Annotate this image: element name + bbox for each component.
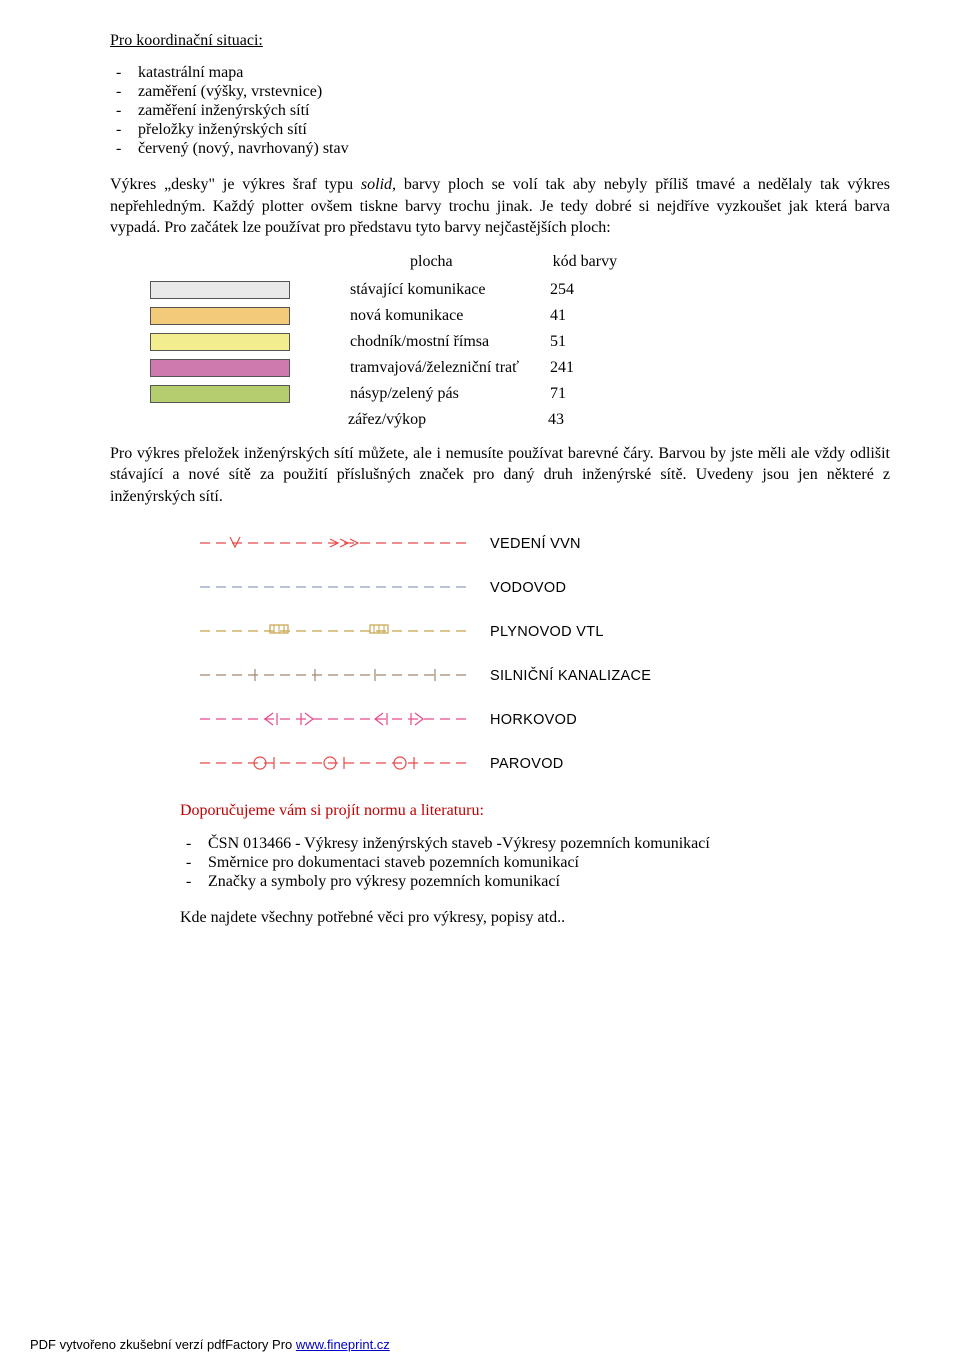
network-legend-row: VODOVOD: [200, 572, 760, 604]
color-swatch: [150, 359, 290, 377]
list-item: Směrnice pro dokumentaci staveb pozemníc…: [208, 854, 890, 872]
list-item: zaměření (výšky, vrstevnice): [138, 83, 890, 101]
color-table-row: nová komunikace41: [150, 307, 890, 325]
header-kod: kód barvy: [553, 253, 617, 271]
network-legend-row: VEDENÍ VVN: [200, 528, 760, 560]
header-plocha: plocha: [410, 253, 453, 271]
network-legend-row: PLYNOVOD VTL: [200, 616, 760, 648]
color-code: 43: [548, 411, 588, 429]
color-table-row: zářez/výkop43: [150, 411, 890, 429]
list-item: ČSN 013466 - Výkresy inženýrských staveb…: [208, 835, 890, 853]
network-symbol: [200, 707, 490, 733]
color-swatch: [150, 333, 290, 351]
list-item: Značky a symboly pro výkresy pozemních k…: [208, 873, 890, 891]
network-label: SILNIČNÍ KANALIZACE: [490, 668, 651, 684]
section-heading: Pro koordinační situaci:: [110, 32, 890, 50]
color-code: 71: [550, 385, 590, 403]
network-label: VEDENÍ VVN: [490, 536, 581, 552]
color-code: 241: [550, 359, 590, 377]
color-label: tramvajová/železniční trať: [350, 359, 550, 377]
color-table-row: chodník/mostní římsa51: [150, 333, 890, 351]
color-code: 51: [550, 333, 590, 351]
network-label: VODOVOD: [490, 580, 566, 596]
color-swatch: [150, 307, 290, 325]
pdf-footer: PDF vytvořeno zkušební verzí pdfFactory …: [30, 1337, 390, 1352]
network-symbol: [200, 575, 490, 601]
intro-pre: Výkres „desky" je výkres šraf typu: [110, 176, 361, 193]
footer-text: PDF vytvořeno zkušební verzí pdfFactory …: [30, 1337, 296, 1352]
network-label: PLYNOVOD VTL: [490, 624, 604, 640]
recommend-heading: Doporučujeme vám si projít normu a liter…: [180, 800, 890, 822]
intro-paragraph: Výkres „desky" je výkres šraf typu solid…: [110, 174, 890, 239]
networks-figure: VEDENÍ VVN VODOVOD PLYNOVOD VTL SILNIČNÍ KA…: [200, 528, 760, 780]
list-item: přeložky inženýrských sítí: [138, 121, 890, 139]
color-code: 41: [550, 307, 590, 325]
color-swatch: [150, 385, 290, 403]
color-swatch: [150, 281, 290, 299]
network-symbol: [200, 531, 490, 557]
color-swatch: [150, 411, 288, 429]
color-table-header: plocha kód barvy: [150, 253, 890, 271]
list-item: červený (nový, navrhovaný) stav: [138, 140, 890, 158]
color-table: plocha kód barvy stávající komunikace254…: [150, 253, 890, 429]
color-label: nová komunikace: [350, 307, 550, 325]
network-symbol: [200, 751, 490, 777]
closing-paragraph: Kde najdete všechny potřebné věci pro vý…: [180, 907, 890, 929]
network-legend-row: HORKOVOD: [200, 704, 760, 736]
color-table-row: násyp/zelený pás71: [150, 385, 890, 403]
footer-link[interactable]: www.fineprint.cz: [296, 1337, 390, 1352]
intro-italic: solid,: [361, 176, 396, 193]
bullet-list-1: katastrální mapazaměření (výšky, vrstevn…: [110, 64, 890, 158]
network-label: PAROVOD: [490, 756, 564, 772]
bullet-list-2: ČSN 013466 - Výkresy inženýrských staveb…: [180, 835, 890, 891]
color-label: chodník/mostní římsa: [350, 333, 550, 351]
color-label: stávající komunikace: [350, 281, 550, 299]
network-legend-row: SILNIČNÍ KANALIZACE: [200, 660, 760, 692]
network-legend-row: PAROVOD: [200, 748, 760, 780]
network-label: HORKOVOD: [490, 712, 577, 728]
color-label: zářez/výkop: [348, 411, 548, 429]
color-table-row: stávající komunikace254: [150, 281, 890, 299]
color-table-row: tramvajová/železniční trať241: [150, 359, 890, 377]
list-item: katastrální mapa: [138, 64, 890, 82]
after-table-paragraph: Pro výkres přeložek inženýrských sítí mů…: [110, 443, 890, 508]
list-item: zaměření inženýrských sítí: [138, 102, 890, 120]
network-symbol: [200, 619, 490, 645]
color-code: 254: [550, 281, 590, 299]
color-label: násyp/zelený pás: [350, 385, 550, 403]
network-symbol: [200, 663, 490, 689]
